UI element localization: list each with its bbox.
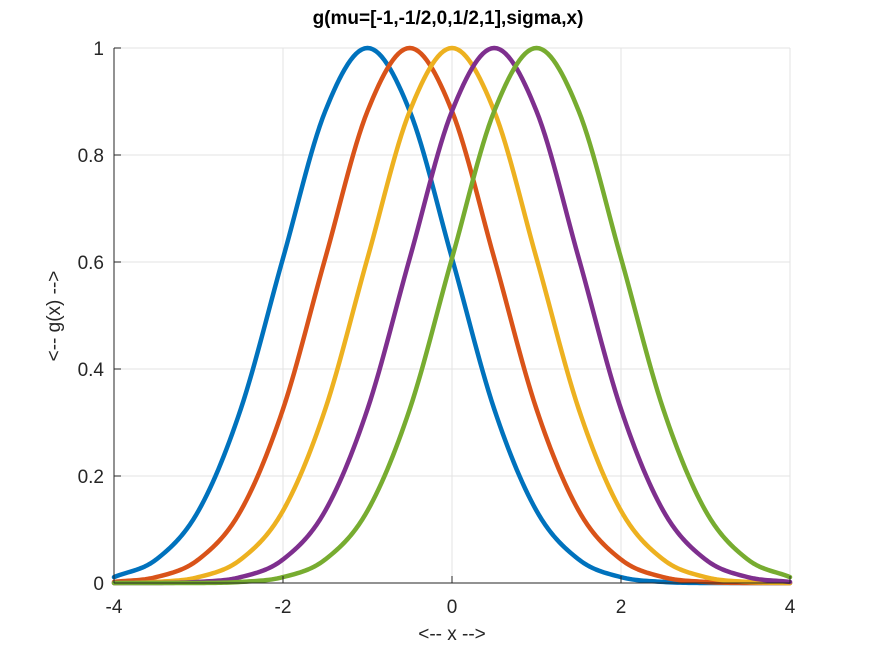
- y-tick-label: 1: [93, 39, 104, 60]
- x-tick-label: 4: [785, 597, 796, 618]
- x-tick-label: -4: [106, 597, 123, 618]
- axes: [113, 47, 791, 584]
- y-tick-label: 0.4: [78, 360, 105, 381]
- tick-labels: -4 -2 0 2 4 0 0.2 0.4 0.6 0.8 1: [78, 39, 796, 618]
- y-tick-label: 0.6: [78, 253, 104, 274]
- y-tick-label: 0: [93, 574, 104, 595]
- y-tick-label: 0.8: [78, 146, 104, 167]
- x-tick-label: 2: [616, 597, 627, 618]
- x-tick-label: 0: [447, 597, 458, 618]
- y-axis-label: <-- g(x) -->: [44, 271, 65, 362]
- x-tick-label: -2: [275, 597, 292, 618]
- series-line-3: [111, 45, 793, 586]
- series-line-4: [111, 45, 793, 586]
- x-axis-label: <-- x -->: [418, 624, 486, 645]
- y-tick-label: 0.2: [78, 467, 104, 488]
- chart-title: g(mu=[-1,-1/2,0,1/2,1],sigma,x): [313, 8, 584, 29]
